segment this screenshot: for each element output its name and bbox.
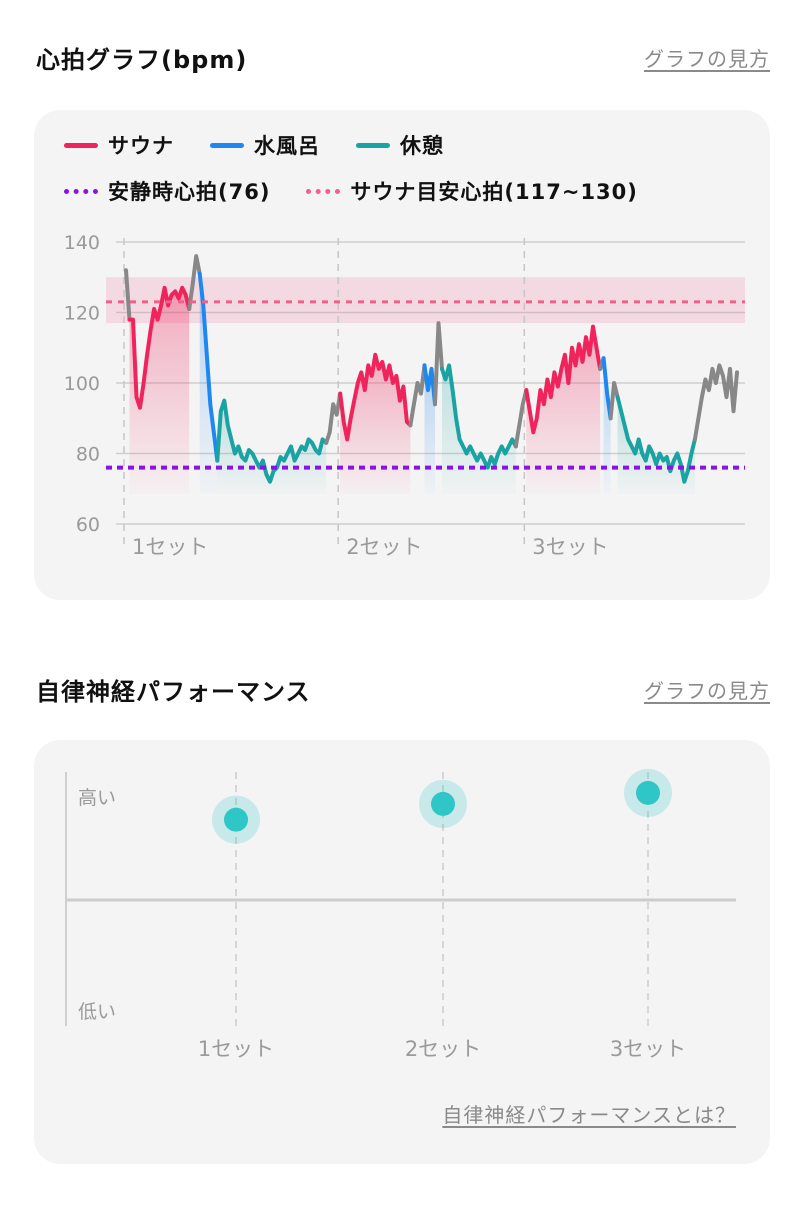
hr-line-sauna <box>338 352 413 442</box>
set-label: 3セット <box>532 535 608 559</box>
hr-line-other <box>513 388 529 449</box>
legend-sauna-target-label: サウナ目安心拍(117~130) <box>350 180 638 204</box>
hr-line-other <box>124 268 132 322</box>
legend-cold-bath-label: 水風呂 <box>254 134 320 158</box>
ans-help-link[interactable]: グラフの見方 <box>644 679 770 703</box>
legend-sauna-label: サウナ <box>108 134 174 158</box>
fill-rest <box>217 400 327 494</box>
set-label: 2セット <box>346 535 422 559</box>
legend-sauna-target-swatch <box>306 188 341 194</box>
hr-line-other <box>433 321 444 407</box>
hr-line-cold-bath <box>197 271 220 463</box>
hr-line-sauna <box>524 324 603 435</box>
y-tick-label: 60 <box>76 514 100 536</box>
legend-resting-hr-label: 安静時心拍(76) <box>108 180 271 204</box>
set-label: 1セット <box>132 535 208 559</box>
fill-rest <box>617 397 695 494</box>
ans-low-label: 低い <box>78 1001 116 1023</box>
hr-line-rest <box>215 398 329 484</box>
legend-rest: 休憩 <box>356 130 444 160</box>
ans-section-header: 自律神経パフォーマンス グラフの見方 <box>36 672 770 707</box>
legend-cold-bath-swatch <box>210 142 244 148</box>
legend-resting-hr-swatch <box>64 188 98 194</box>
legend-sauna-target: サウナ目安心拍(117~130) <box>306 176 637 206</box>
hr-line-rest <box>615 395 697 484</box>
hr-section-title: 心拍グラフ(bpm) <box>36 46 248 74</box>
hr-line-other <box>692 363 739 442</box>
ans-point <box>431 791 455 816</box>
sauna-target-band <box>106 277 745 324</box>
hr-line-other <box>187 254 202 311</box>
hr-line-other <box>324 391 343 445</box>
legend-resting-hr: 安静時心拍(76) <box>64 176 270 206</box>
hr-section-header: 心拍グラフ(bpm) グラフの見方 <box>36 40 770 75</box>
y-tick-label: 100 <box>64 373 100 395</box>
hr-line-sauna <box>127 285 192 410</box>
legend-rest-label: 休憩 <box>400 134 444 158</box>
heart-rate-chart: 60 80 100 120 140 1セット 2セット 3セット <box>64 232 745 559</box>
y-tick-label: 140 <box>64 232 100 254</box>
y-tick-label: 120 <box>64 303 100 325</box>
heart-rate-card: サウナ 水風呂 休憩 安静時心拍(76) サウナ目安心拍(117~130) <box>34 110 770 600</box>
ans-set-label: 1セット <box>198 1037 274 1061</box>
ans-high-label: 高い <box>78 787 116 809</box>
ans-point <box>224 807 248 832</box>
legend-rest-swatch <box>356 142 390 148</box>
y-tick-label: 80 <box>76 444 100 466</box>
hr-help-link[interactable]: グラフの見方 <box>644 47 770 71</box>
fill-sauna <box>129 287 190 494</box>
ans-set-label: 3セット <box>610 1037 686 1061</box>
hr-line-rest <box>440 363 518 470</box>
legend-cold-bath: 水風呂 <box>210 130 320 160</box>
legend-sauna: サウナ <box>64 130 174 160</box>
hr-line-cold-bath <box>422 363 437 407</box>
reference-legend: 安静時心拍(76) サウナ目安心拍(117~130) <box>64 176 674 206</box>
ans-about-link[interactable]: 自律神経パフォーマンスとは？ <box>442 1103 736 1127</box>
legend-sauna-swatch <box>64 142 98 148</box>
ans-point <box>636 780 660 805</box>
ans-performance-card: 高い低い 1セット 2セット 3セット 自律神経パフォーマンスとは？ <box>34 740 770 1164</box>
ans-section-title: 自律神経パフォーマンス <box>36 678 311 706</box>
fill-sauna <box>526 326 601 494</box>
hr-line-other <box>608 381 620 421</box>
ans-set-label: 2セット <box>405 1037 481 1061</box>
hr-line-other <box>408 363 427 428</box>
phase-legend: サウナ 水風呂 休憩 <box>64 130 480 160</box>
